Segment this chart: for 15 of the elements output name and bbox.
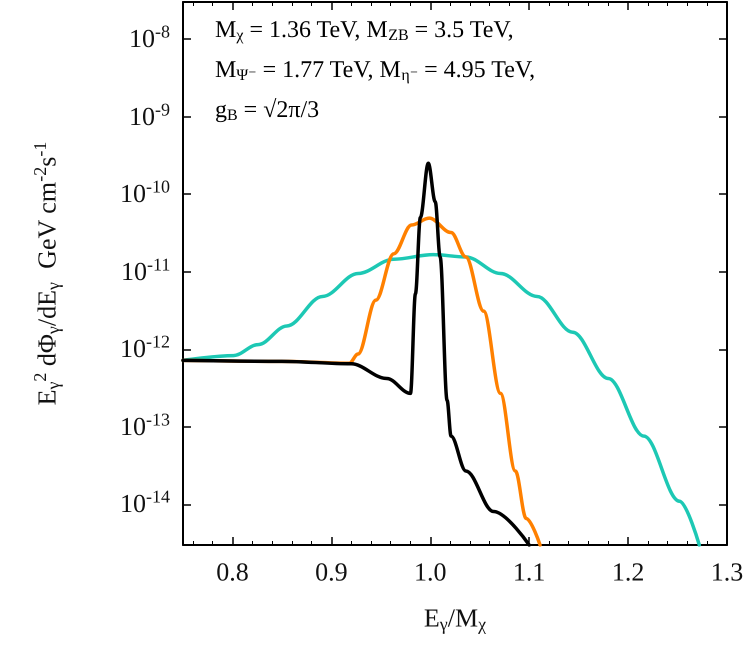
x-tick-label: 1.1 [512,558,546,586]
y-tick-label: 10$^{-14}$ [120,486,170,518]
x-tick-label: 0.9 [315,558,348,586]
y-tick-label: 10$^{-9}$ [129,98,170,131]
y-tick-label: 10$^{-8}$ [129,21,170,53]
x-tick-label: 1.3 [710,558,744,586]
x-tick-label: 1.2 [612,558,644,586]
y-tick-label: 10$^{-11}$ [121,254,170,286]
text: Eγ2 dΦγ/dEγ GeV cm-2s-1 [30,142,63,406]
y-tick-label: 10$^{-12}$ [120,332,170,364]
line-series [181,252,702,547]
y-tick-label: 10$^{-10}$ [120,176,170,208]
x-tick-label: 0.8 [216,558,249,586]
x-tick-label: 1.0 [414,558,447,586]
y-tick-label: 10$^{-13}$ [120,409,170,441]
